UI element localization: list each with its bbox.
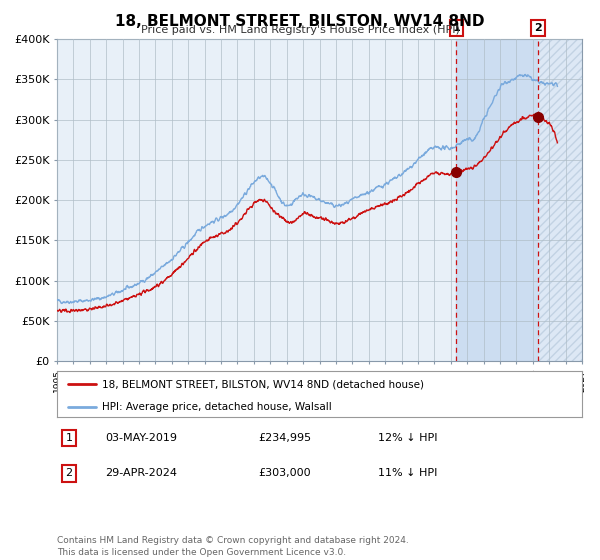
Text: 29-APR-2024: 29-APR-2024 — [105, 468, 177, 478]
Text: 2: 2 — [534, 23, 542, 32]
Text: HPI: Average price, detached house, Walsall: HPI: Average price, detached house, Wals… — [101, 402, 331, 412]
Text: £234,995: £234,995 — [258, 433, 311, 443]
Text: 18, BELMONT STREET, BILSTON, WV14 8ND (detached house): 18, BELMONT STREET, BILSTON, WV14 8ND (d… — [101, 379, 424, 389]
Text: 11% ↓ HPI: 11% ↓ HPI — [378, 468, 437, 478]
Text: 2: 2 — [65, 468, 73, 478]
Text: 18, BELMONT STREET, BILSTON, WV14 8ND: 18, BELMONT STREET, BILSTON, WV14 8ND — [115, 14, 485, 29]
Text: Price paid vs. HM Land Registry's House Price Index (HPI): Price paid vs. HM Land Registry's House … — [140, 25, 460, 35]
Text: £303,000: £303,000 — [258, 468, 311, 478]
Text: 12% ↓ HPI: 12% ↓ HPI — [378, 433, 437, 443]
Text: 03-MAY-2019: 03-MAY-2019 — [105, 433, 177, 443]
Text: 1: 1 — [452, 23, 460, 32]
Text: 1: 1 — [65, 433, 73, 443]
Text: Contains HM Land Registry data © Crown copyright and database right 2024.
This d: Contains HM Land Registry data © Crown c… — [57, 536, 409, 557]
Bar — [457, 39, 538, 361]
Bar — [538, 39, 582, 361]
